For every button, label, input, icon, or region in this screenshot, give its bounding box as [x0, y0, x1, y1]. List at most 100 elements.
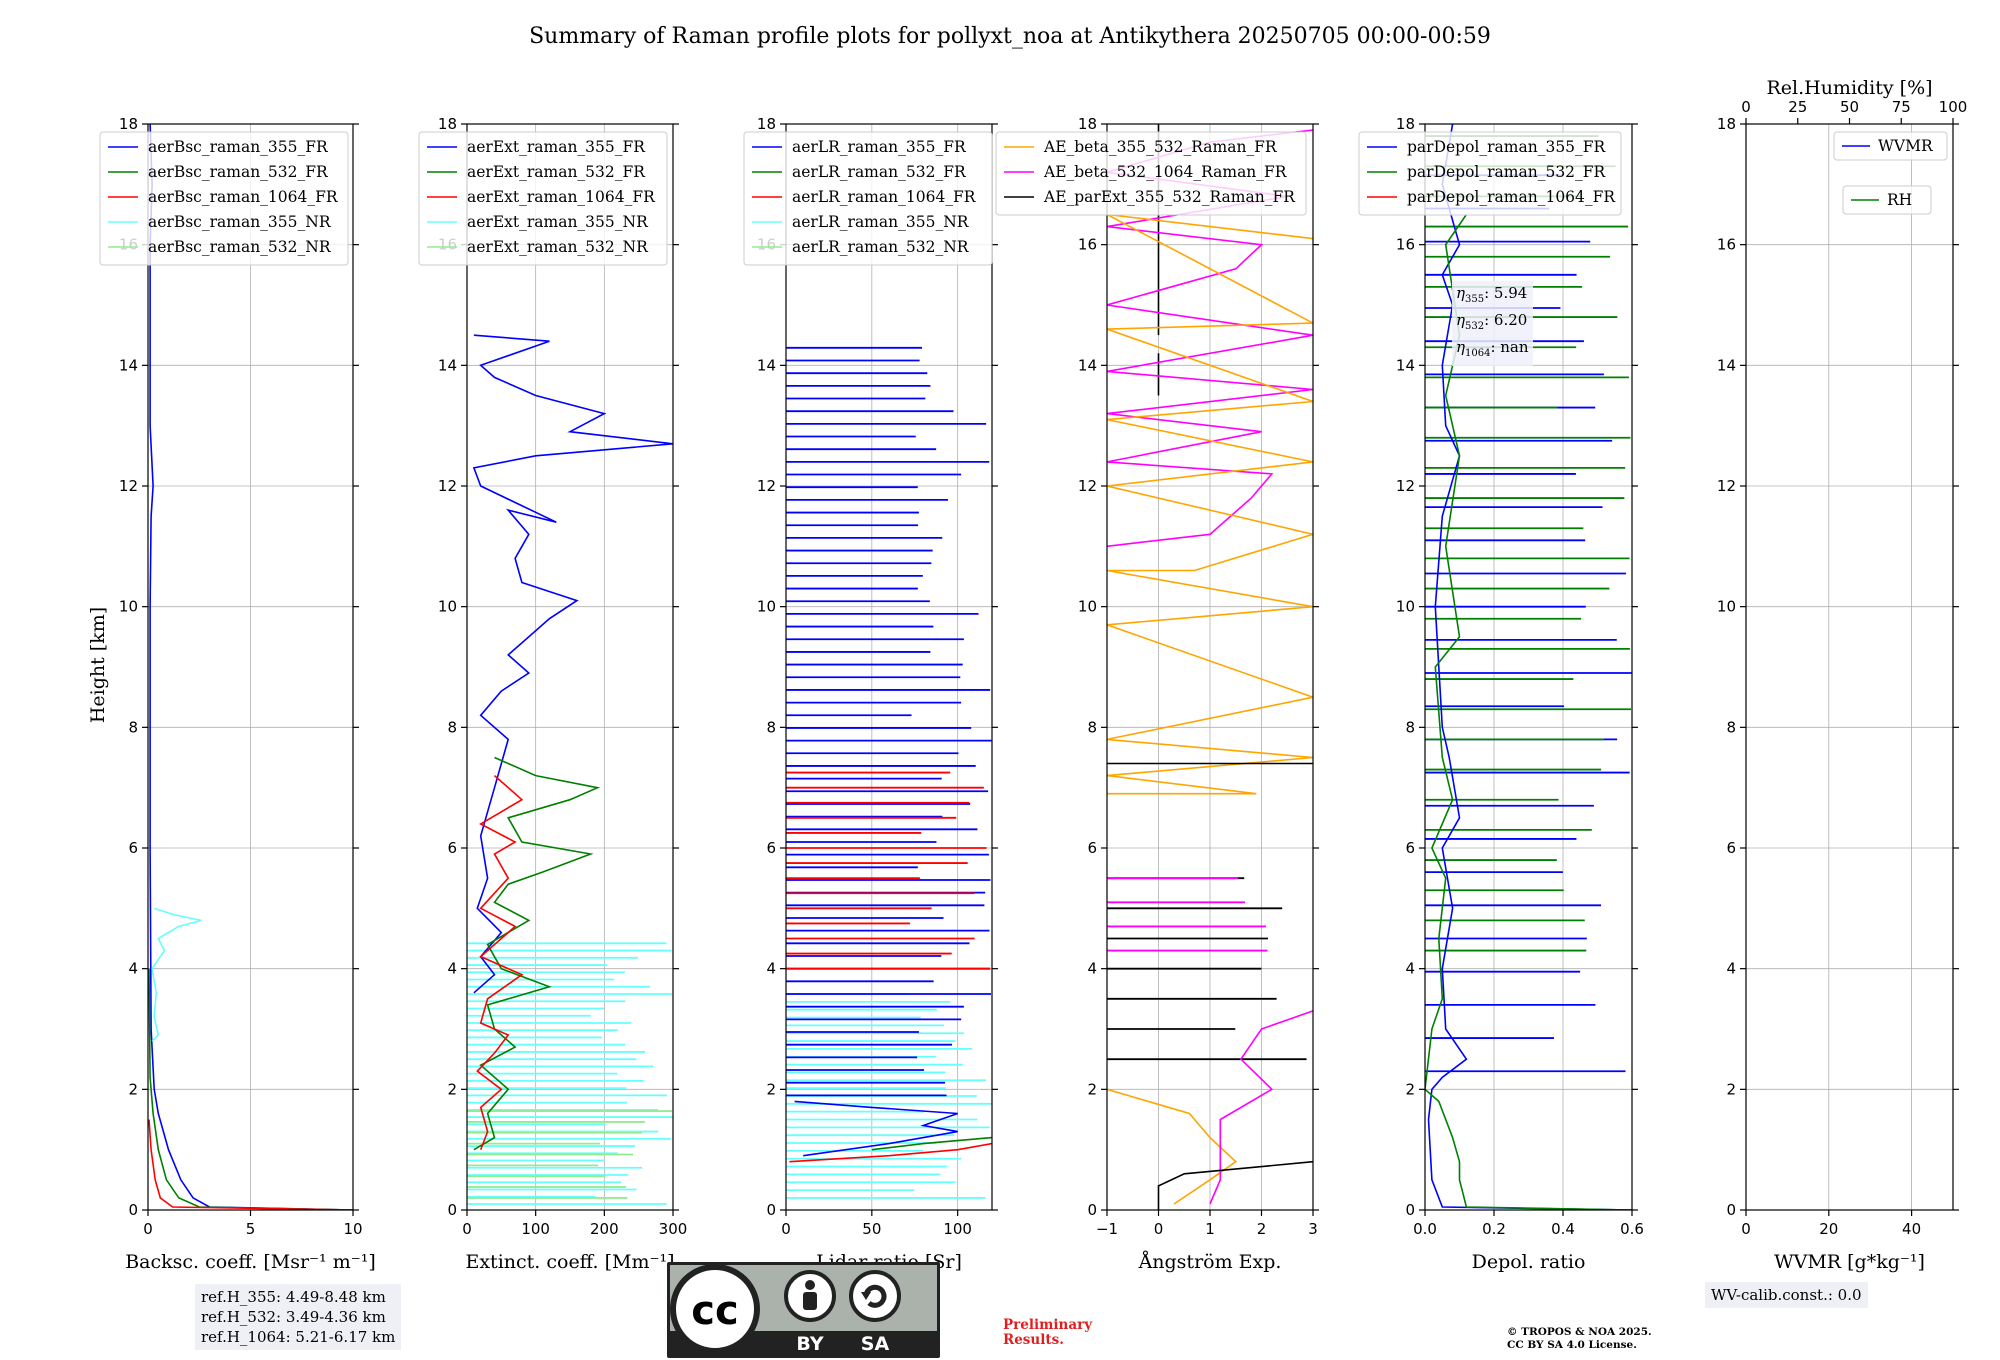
- x-axis-label: Ångström Exp.: [1138, 1251, 1282, 1273]
- y-tick-label: 18: [1717, 115, 1736, 133]
- y-tick-label: 14: [1078, 356, 1097, 374]
- axes-frame: [785, 123, 993, 1211]
- x-tick-label: 0.4: [1551, 1220, 1575, 1238]
- legend-label: aerBsc_raman_355_NR: [148, 213, 332, 231]
- y-tick-label: 12: [1396, 477, 1415, 495]
- y-tick-label: 16: [1396, 236, 1415, 254]
- sa-share-icon: [849, 1270, 901, 1322]
- series-aerExt_raman_355_FR: [472, 334, 673, 994]
- x-axis-label: Extinct. coeff. [Mm⁻¹]: [465, 1251, 674, 1273]
- series-aerBsc_raman_355_FR: [149, 124, 353, 1210]
- top-x-tick-label: 0: [1741, 98, 1751, 116]
- plots-layer: 0246810121416180510Backsc. coeff. [Msr⁻¹…: [99, 77, 1967, 1273]
- y-tick-label: 10: [438, 598, 457, 616]
- y-tick-label: 2: [1726, 1080, 1736, 1098]
- y-tick-label: 18: [438, 115, 457, 133]
- x-tick-label: 0.6: [1620, 1220, 1644, 1238]
- y-tick-label: 16: [1078, 236, 1097, 254]
- series-AE_beta_355_532_upper: [1107, 213, 1313, 795]
- ref-height-355: ref.H_355: 4.49-8.48 km: [201, 1288, 386, 1306]
- legend-label: aerBsc_raman_355_FR: [148, 138, 329, 156]
- x-tick-label: 5: [246, 1220, 256, 1238]
- series-aerExt_raman_1064_FR: [476, 774, 524, 1150]
- top-x-tick-label: 75: [1892, 98, 1911, 116]
- top-x-tick-label: 50: [1840, 98, 1859, 116]
- y-tick-label: 6: [447, 839, 457, 857]
- legend-label: AE_beta_355_532_Raman_FR: [1043, 138, 1278, 156]
- plot-area-depol: [1425, 124, 1632, 1210]
- legend-label: RH: [1887, 191, 1912, 209]
- copyright-note: © TROPOS & NOA 2025. CC BY SA 4.0 Licens…: [1507, 1326, 1652, 1351]
- legend-label: aerBsc_raman_532_NR: [148, 238, 332, 256]
- x-tick-label: 300: [659, 1220, 688, 1238]
- x-tick-label: 0: [462, 1220, 472, 1238]
- y-tick-label: 16: [1717, 236, 1736, 254]
- y-tick-label: 2: [1087, 1080, 1097, 1098]
- x-tick-label: 3: [1308, 1220, 1318, 1238]
- series-AE_beta_355_532_Raman_FR: [1107, 1088, 1238, 1205]
- axes-frame: [1745, 123, 1954, 1211]
- legend-label: aerLR_raman_355_NR: [792, 213, 970, 231]
- y-tick-label: 10: [1717, 598, 1736, 616]
- legend-label: aerLR_raman_1064_FR: [792, 188, 977, 206]
- eta-1064: η1064: nan: [1456, 338, 1529, 359]
- y-tick-label: 2: [447, 1080, 457, 1098]
- x-tick-label: 0.2: [1482, 1220, 1506, 1238]
- y-tick-label: 14: [438, 356, 457, 374]
- legend-ae: AE_beta_355_532_Raman_FR AE_beta_532_1064…: [995, 131, 1307, 216]
- y-tick-label: 14: [119, 356, 138, 374]
- y-tick-label: 10: [1396, 598, 1415, 616]
- legend-ext: aerExt_raman_355_FR aerExt_raman_532_FRae…: [418, 131, 668, 266]
- panel-ext: 0246810121416180100200300Extinct. coeff.…: [418, 115, 688, 1273]
- series-parDepol_raman_532_FR: [1425, 214, 1632, 1210]
- legend-bsc: aerBsc_raman_355_FR aerBsc_raman_532_FRae…: [99, 131, 349, 266]
- y-tick-label: 6: [1726, 839, 1736, 857]
- legend-WVMR: WVMR: [1833, 131, 1948, 161]
- x-tick-label: 2: [1257, 1220, 1267, 1238]
- plot-area-lr: [786, 346, 992, 1199]
- legend-label: parDepol_raman_532_FR: [1407, 163, 1607, 181]
- y-tick-label: 8: [766, 718, 776, 736]
- y-axis-label: Height [km]: [87, 607, 109, 723]
- cc-logo-icon: [670, 1264, 760, 1354]
- legend-label: aerExt_raman_532_NR: [467, 238, 649, 256]
- y-tick-label: 0: [1405, 1201, 1415, 1219]
- legend-label: AE_beta_532_1064_Raman_FR: [1043, 163, 1288, 181]
- series-AE_beta_532_1064_Raman_FR: [1209, 1010, 1313, 1205]
- series-AE_parExt_355_532_Raman_FR: [1157, 1160, 1313, 1210]
- legend-label: aerBsc_raman_1064_FR: [148, 188, 339, 206]
- legend-label: aerExt_raman_1064_FR: [467, 188, 656, 206]
- y-tick-label: 4: [1087, 960, 1097, 978]
- figure-title: Summary of Raman profile plots for polly…: [529, 24, 1491, 49]
- x-tick-label: 0: [143, 1220, 153, 1238]
- series-aerLR_raman_355_FR: [794, 1100, 958, 1157]
- x-tick-label: 1: [1205, 1220, 1215, 1238]
- y-tick-label: 0: [128, 1201, 138, 1219]
- y-tick-label: 12: [1717, 477, 1736, 495]
- legend-label: aerLR_raman_532_NR: [792, 238, 970, 256]
- y-tick-label: 4: [766, 960, 776, 978]
- x-tick-label: 0.0: [1413, 1220, 1437, 1238]
- panel-depol: 0 2 4 6 8 10 12 14 16 18 0.0 0.2 0.4 0.6 Depol. ratio p…: [1358, 115, 1644, 1273]
- y-tick-label: 18: [1396, 115, 1415, 133]
- y-tick-label: 10: [757, 598, 776, 616]
- legend-label: WVMR: [1878, 137, 1934, 155]
- eta-355: η355: 5.94: [1456, 284, 1528, 305]
- legend-RH: RH: [1842, 185, 1932, 215]
- y-tick-label: 0: [1087, 1201, 1097, 1219]
- x-tick-label: 100: [943, 1220, 972, 1238]
- x-axis-label: WVMR [g*kg⁻¹]: [1774, 1251, 1925, 1273]
- x-axis-label: Depol. ratio: [1472, 1251, 1586, 1273]
- eta-532: η532: 6.20: [1456, 311, 1528, 332]
- x-tick-label: 100: [521, 1220, 550, 1238]
- y-tick-label: 2: [1405, 1080, 1415, 1098]
- license-by: BY: [796, 1333, 823, 1355]
- wv-calib-box: WV-calib.const.: 0.0: [1705, 1282, 1868, 1308]
- panel-wv: 0 2 4 6 8 10 12 14 16 18 0 20 40 WVMR [g*kg⁻¹] 0 25 50 75…: [1717, 77, 1967, 1273]
- legend-label: aerLR_raman_355_FR: [792, 138, 967, 156]
- cc-by-sa-license-badge: cc BY SA: [667, 1262, 940, 1358]
- plot-area-bsc: [148, 124, 353, 1210]
- eta-box: η355: 5.94 η532: 6.20 η1064: nan: [1452, 281, 1533, 366]
- y-tick-label: 8: [1405, 718, 1415, 736]
